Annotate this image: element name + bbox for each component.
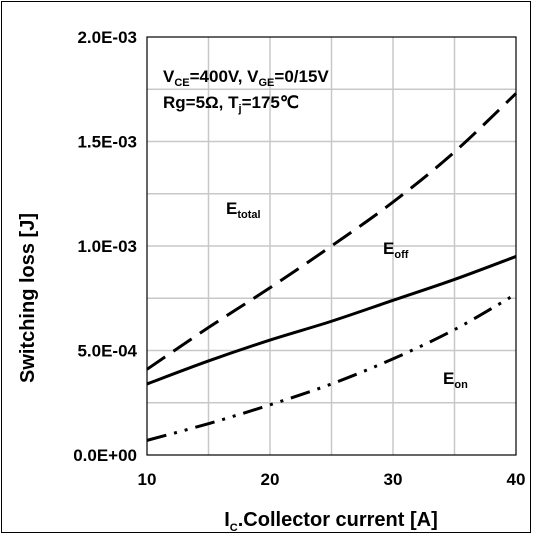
- x-axis-title-sub: C: [230, 522, 238, 534]
- x-tick-label: 30: [384, 470, 403, 489]
- x-axis-title-rest: .Collector current [A]: [238, 509, 438, 531]
- x-axis-title-main: I: [224, 509, 230, 531]
- conditions-line-1: VCE=400V, VGE=0/15V: [163, 67, 329, 89]
- x-tick-label: 40: [507, 470, 526, 489]
- y-tick-label: 1.0E-03: [77, 237, 137, 256]
- series-line-e-total: [146, 92, 518, 371]
- x-tick-label: 20: [261, 470, 280, 489]
- series-line-e-off: [146, 255, 517, 386]
- label-e-total: Etotal: [226, 199, 261, 221]
- y-tick-label: 1.5E-03: [77, 133, 137, 152]
- plot-area-border: [146, 36, 517, 456]
- y-tick-label: 2.0E-03: [77, 28, 137, 47]
- grid-lines: [147, 37, 516, 455]
- label-e-on: Eon: [443, 369, 468, 391]
- series-line-e-on: [146, 292, 517, 442]
- y-tick-label: 0.0E+00: [73, 446, 137, 465]
- x-axis-title: IC.Collector current [A]: [224, 509, 438, 534]
- y-tick-label: 5.0E-04: [77, 342, 137, 361]
- y-tick-labels: 0.0E+00 5.0E-04 1.0E-03 1.5E-03 2.0E-03: [73, 28, 137, 465]
- curves: [146, 92, 518, 442]
- x-tick-labels: 10 20 30 40: [138, 470, 526, 489]
- conditions-line-2: Rg=5Ω, Tj=175℃: [163, 93, 299, 115]
- y-axis-title: Switching loss [J]: [17, 213, 39, 383]
- x-tick-label: 10: [138, 470, 157, 489]
- label-e-off: Eoff: [383, 239, 409, 261]
